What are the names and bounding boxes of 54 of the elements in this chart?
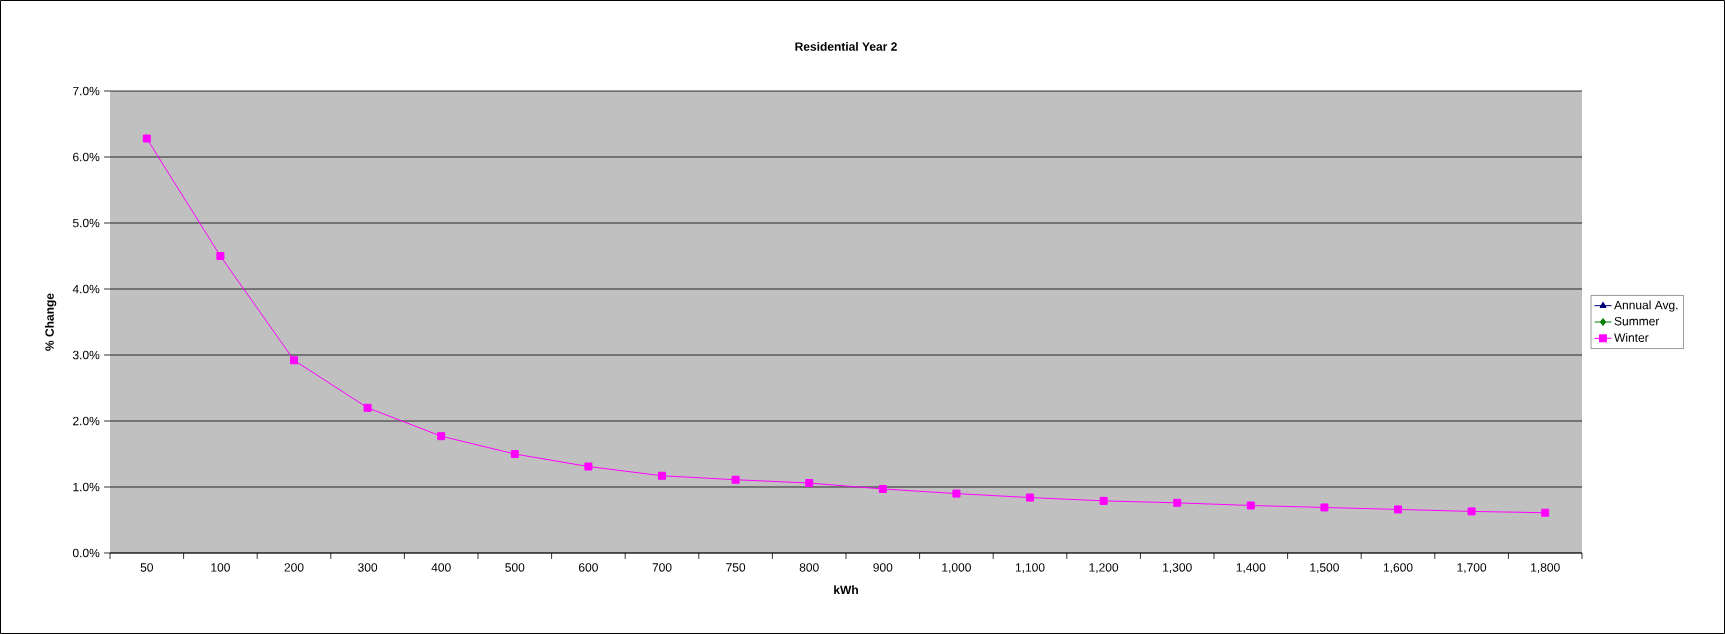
x-tick-label: 1,700 [1457, 563, 1487, 574]
point [363, 403, 372, 412]
y-tick-label: 0.0% [72, 548, 100, 558]
point [1320, 503, 1329, 512]
point [658, 471, 666, 480]
x-tick-label: 1,800 [1531, 563, 1560, 574]
point [510, 450, 519, 458]
x-tick-label: 1,200 [1089, 563, 1119, 574]
point [1541, 508, 1550, 517]
x-tick-label: 500 [505, 563, 525, 572]
point [142, 134, 151, 143]
x-tick-label: 1,100 [1015, 563, 1045, 574]
point [216, 252, 225, 260]
point [437, 432, 446, 441]
x-tick-label: 1,400 [1236, 563, 1266, 574]
x-axis-title: kWh [834, 585, 858, 595]
point [1026, 493, 1034, 502]
y-tick-label: 6.0% [73, 152, 100, 162]
y-tick-label: 1.0% [73, 482, 100, 492]
point [952, 489, 961, 498]
x-tick-label: 1,000 [942, 563, 971, 574]
x-tick-label: 1,300 [1163, 563, 1192, 574]
point [1394, 505, 1403, 514]
x-tick-label: 900 [873, 563, 893, 572]
y-tick-label: 5.0% [72, 218, 100, 228]
legend-label: Winter [1614, 333, 1649, 342]
point [731, 475, 740, 484]
point [805, 479, 814, 488]
x-tick-label: 50 [140, 563, 153, 572]
x-tick-label: 750 [726, 563, 746, 572]
y-tick-label: 3.0% [72, 350, 100, 360]
legend-label: Summer [1614, 316, 1660, 326]
point [1173, 498, 1182, 507]
x-tick-label: 800 [799, 563, 819, 572]
point [1099, 496, 1108, 505]
chart-title: Residential Year 2 [795, 42, 897, 51]
point [1467, 507, 1476, 516]
point [878, 484, 887, 493]
legend-label: Annual Avg. [1614, 300, 1678, 312]
x-tick-label: 700 [652, 563, 672, 572]
y-axis-title: % Change [45, 293, 57, 351]
point [1246, 501, 1255, 510]
x-tick-label: 400 [431, 563, 451, 572]
x-tick-label: 1,500 [1310, 563, 1339, 574]
y-tick-label: 4.0% [72, 284, 100, 294]
x-tick-label: 1,600 [1383, 563, 1413, 574]
x-tick-label: 300 [358, 563, 378, 572]
point [584, 462, 593, 471]
x-tick-label: 600 [579, 563, 598, 572]
y-tick-label: 2.0% [73, 416, 100, 426]
x-tick-label: 200 [284, 563, 304, 572]
x-tick-label: 100 [211, 563, 230, 572]
y-tick-label: 7.0% [73, 86, 100, 96]
point [290, 356, 298, 365]
